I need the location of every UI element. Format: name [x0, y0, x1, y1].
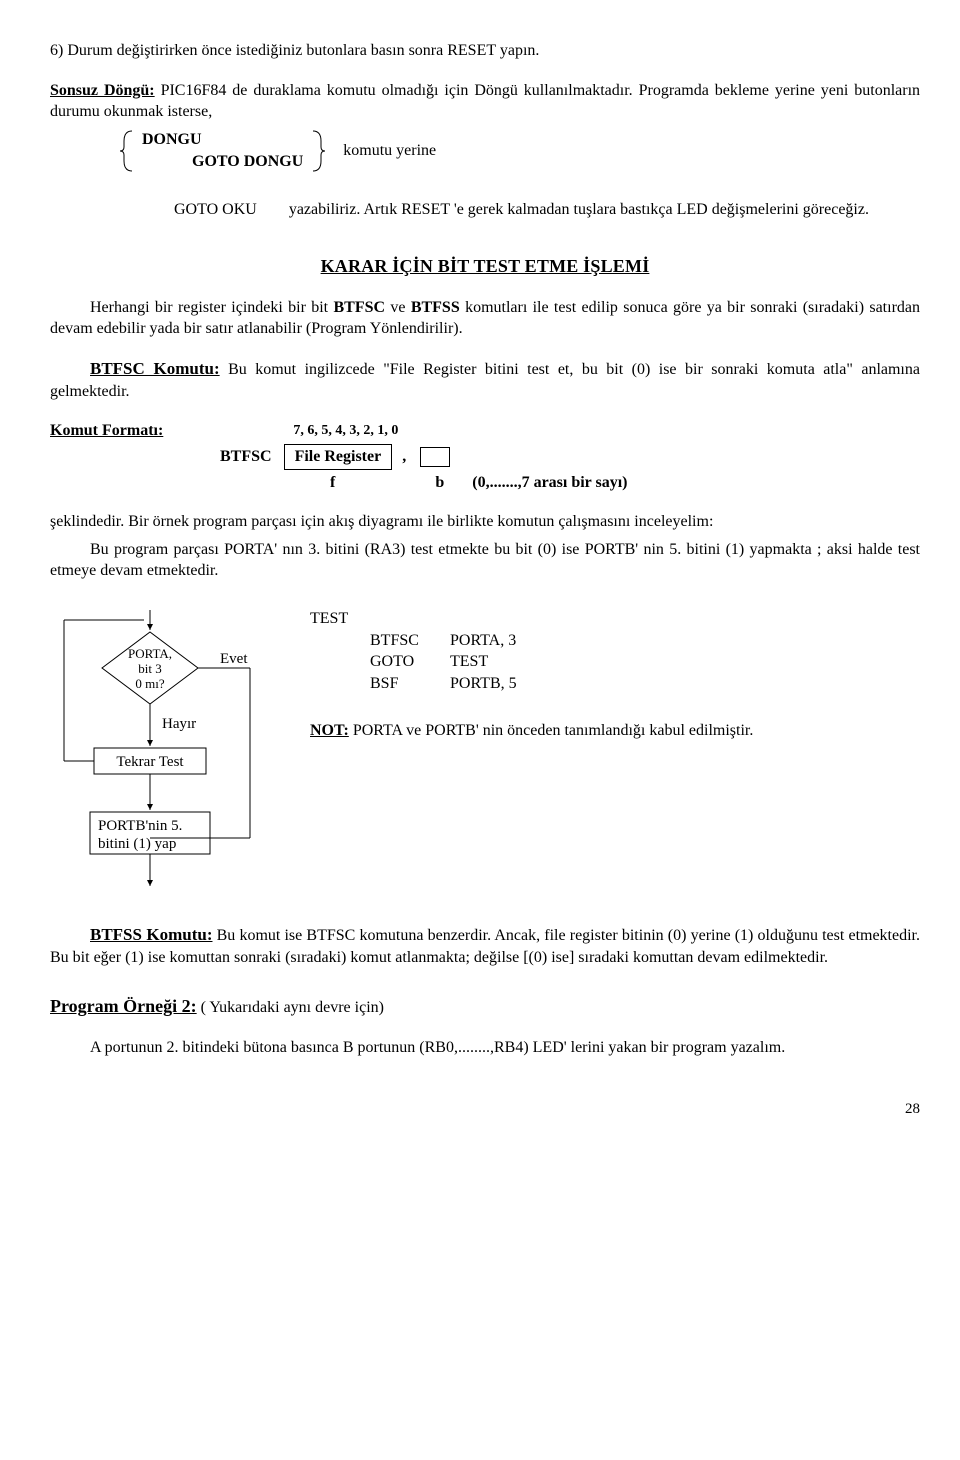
paragraph-karar: Herhangi bir register içindeki bir bit B…	[50, 297, 920, 340]
code-label-test: TEST	[310, 610, 348, 627]
text-goto-oku: GOTO OKU	[174, 201, 257, 218]
paragraph-item-6: 6) Durum değiştirirken önce istediğiniz …	[50, 40, 920, 62]
text-goto-dongu-cmd: GOTO DONGU	[192, 153, 303, 170]
paragraph-goto-oku: GOTO OKU yazabiliriz. Artık RESET 'e ger…	[50, 199, 920, 221]
flow-text-q3: 0 mı?	[135, 676, 164, 691]
komut-format-block: Komut Formatı: 7, 6, 5, 4, 3, 2, 1, 0 BT…	[50, 420, 920, 493]
flowchart-code-row: PORTA, bit 3 0 mı? Evet Hayır Tekrar Tes…	[50, 608, 920, 898]
brace-right-icon	[309, 129, 325, 173]
flow-text-tekrar: Tekrar Test	[116, 754, 184, 770]
dongu-block: DONGU GOTO DONGU komutu yerine	[50, 129, 920, 173]
text-not-title: NOT:	[310, 722, 349, 739]
box-file-register: File Register	[284, 444, 393, 470]
flow-text-r1: PORTB'nin 5.	[98, 818, 182, 834]
text-goto-dongu: GOTO DONGU	[142, 151, 303, 173]
text-karar-btfss: BTFSS	[411, 299, 460, 316]
text-kf-tail: (0,.......,7 arası bir sayı)	[472, 472, 627, 494]
box-bit-empty	[420, 447, 450, 467]
code-btfsc: BTFSC	[370, 630, 450, 652]
code-btfsc-arg: PORTA, 3	[450, 632, 516, 649]
heading-karar-icin: KARAR İÇİN BİT TEST ETME İŞLEMİ	[50, 254, 920, 278]
text-dongu: DONGU	[142, 129, 303, 151]
text-komutu-yerine: komutu yerine	[325, 140, 436, 162]
flow-text-r2: bitini (1) yap	[98, 836, 176, 852]
text-program-2-tail: ( Yukarıdaki aynı devre için)	[197, 999, 384, 1016]
brace-left-icon	[120, 129, 136, 173]
text-goto-oku-body: yazabiliriz. Artık RESET 'e gerek kalmad…	[289, 201, 869, 218]
text-komut-format: Komut Formatı:	[50, 420, 163, 442]
text-karar-2: ve	[385, 299, 411, 316]
code-goto-arg: TEST	[450, 653, 488, 670]
code-block: TEST BTFSCPORTA, 3 GOTOTEST BSFPORTB, 5	[310, 608, 920, 694]
paragraph-seklindedir-1: şeklindedir. Bir örnek program parçası i…	[50, 511, 920, 533]
text-kf-f: f	[330, 472, 335, 494]
text-not-body: PORTA ve PORTB' nin önceden tanımlandığı…	[349, 722, 754, 739]
text-karar-1: Herhangi bir register içindeki bir bit	[90, 299, 333, 316]
text-kf-comma: ,	[402, 446, 406, 468]
paragraph-program-2: A portunun 2. bitindeki bütona basınca B…	[50, 1037, 920, 1059]
text-kf-bits: 7, 6, 5, 4, 3, 2, 1, 0	[293, 422, 398, 441]
code-and-note: TEST BTFSCPORTA, 3 GOTOTEST BSFPORTB, 5 …	[310, 608, 920, 748]
code-bsf-arg: PORTB, 5	[450, 675, 517, 692]
code-bsf: BSF	[370, 673, 450, 695]
text-btfss-title: BTFSS Komutu:	[90, 925, 212, 944]
text-btfsc-title: BTFSC Komutu:	[90, 359, 220, 378]
paragraph-btfss: BTFSS Komutu: Bu komut ise BTFSC komutun…	[50, 924, 920, 969]
flow-text-q2: bit 3	[138, 661, 161, 676]
text-sonsuz-dongu-title: Sonsuz Döngü:	[50, 82, 155, 99]
page-number: 28	[50, 1099, 920, 1119]
text-program-2-title: Program Örneği 2:	[50, 996, 197, 1016]
paragraph-seklindedir-2: Bu program parçası PORTA' nın 3. bitini …	[50, 539, 920, 582]
text-sonsuz-dongu-body: PIC16F84 de duraklama komutu olmadığı iç…	[50, 82, 920, 121]
flow-text-q1: PORTA,	[128, 646, 172, 661]
paragraph-btfsc: BTFSC Komutu: Bu komut ingilizcede "File…	[50, 358, 920, 403]
heading-program-2: Program Örneği 2: ( Yukarıdaki aynı devr…	[50, 994, 920, 1019]
flowchart-svg: PORTA, bit 3 0 mı? Evet Hayır Tekrar Tes…	[50, 608, 270, 898]
text-karar-btfsc: BTFSC	[333, 299, 385, 316]
flow-text-hayir: Hayır	[162, 716, 196, 732]
flow-text-evet: Evet	[220, 651, 248, 667]
text-kf-btfsc: BTFSC	[220, 446, 272, 468]
text-kf-b: b	[435, 472, 444, 494]
code-goto: GOTO	[370, 651, 450, 673]
paragraph-sonsuz-dongu: Sonsuz Döngü: PIC16F84 de duraklama komu…	[50, 80, 920, 123]
paragraph-not: NOT: PORTA ve PORTB' nin önceden tanımla…	[310, 720, 920, 742]
